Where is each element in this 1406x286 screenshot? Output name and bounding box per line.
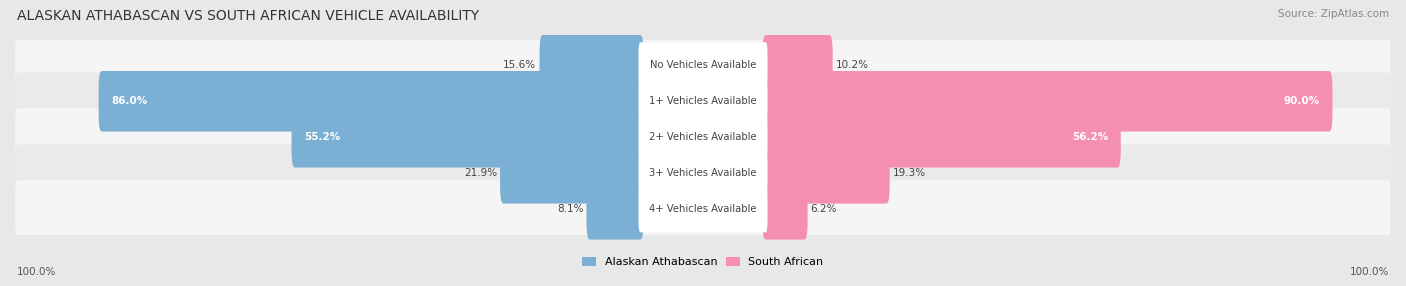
Text: 90.0%: 90.0% bbox=[1284, 96, 1320, 106]
FancyBboxPatch shape bbox=[15, 36, 1391, 94]
FancyBboxPatch shape bbox=[15, 144, 1391, 202]
Text: 100.0%: 100.0% bbox=[17, 267, 56, 277]
FancyBboxPatch shape bbox=[762, 179, 807, 240]
Text: 100.0%: 100.0% bbox=[1350, 267, 1389, 277]
Text: 2+ Vehicles Available: 2+ Vehicles Available bbox=[650, 132, 756, 142]
Text: 1+ Vehicles Available: 1+ Vehicles Available bbox=[650, 96, 756, 106]
FancyBboxPatch shape bbox=[15, 72, 1391, 130]
FancyBboxPatch shape bbox=[638, 150, 768, 196]
FancyBboxPatch shape bbox=[98, 71, 644, 132]
Text: 86.0%: 86.0% bbox=[111, 96, 148, 106]
Text: 15.6%: 15.6% bbox=[503, 60, 537, 70]
Text: 19.3%: 19.3% bbox=[893, 168, 927, 178]
Text: 4+ Vehicles Available: 4+ Vehicles Available bbox=[650, 204, 756, 214]
Text: 10.2%: 10.2% bbox=[835, 60, 869, 70]
FancyBboxPatch shape bbox=[638, 42, 768, 88]
FancyBboxPatch shape bbox=[638, 186, 768, 232]
Text: 8.1%: 8.1% bbox=[557, 204, 583, 214]
FancyBboxPatch shape bbox=[501, 143, 644, 204]
Text: 6.2%: 6.2% bbox=[811, 204, 837, 214]
FancyBboxPatch shape bbox=[762, 35, 832, 96]
FancyBboxPatch shape bbox=[291, 107, 644, 168]
Text: No Vehicles Available: No Vehicles Available bbox=[650, 60, 756, 70]
Text: Source: ZipAtlas.com: Source: ZipAtlas.com bbox=[1278, 9, 1389, 19]
Text: 21.9%: 21.9% bbox=[464, 168, 496, 178]
FancyBboxPatch shape bbox=[762, 143, 890, 204]
Text: 56.2%: 56.2% bbox=[1071, 132, 1108, 142]
Legend: Alaskan Athabascan, South African: Alaskan Athabascan, South African bbox=[578, 253, 828, 272]
FancyBboxPatch shape bbox=[762, 71, 1333, 132]
FancyBboxPatch shape bbox=[762, 107, 1121, 168]
Text: 55.2%: 55.2% bbox=[304, 132, 340, 142]
Text: ALASKAN ATHABASCAN VS SOUTH AFRICAN VEHICLE AVAILABILITY: ALASKAN ATHABASCAN VS SOUTH AFRICAN VEHI… bbox=[17, 9, 479, 23]
FancyBboxPatch shape bbox=[638, 78, 768, 124]
Text: 3+ Vehicles Available: 3+ Vehicles Available bbox=[650, 168, 756, 178]
FancyBboxPatch shape bbox=[638, 114, 768, 160]
FancyBboxPatch shape bbox=[586, 179, 644, 240]
FancyBboxPatch shape bbox=[15, 180, 1391, 238]
FancyBboxPatch shape bbox=[15, 108, 1391, 166]
FancyBboxPatch shape bbox=[540, 35, 644, 96]
